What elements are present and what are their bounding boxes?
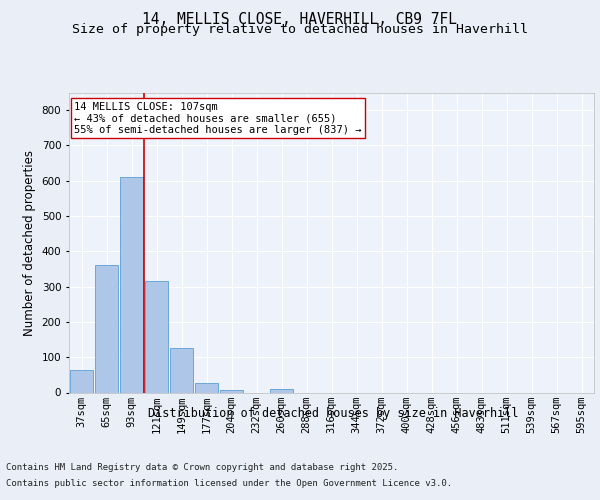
Text: 14 MELLIS CLOSE: 107sqm
← 43% of detached houses are smaller (655)
55% of semi-d: 14 MELLIS CLOSE: 107sqm ← 43% of detache…: [74, 102, 362, 134]
Bar: [120, 177, 143, 392]
Y-axis label: Number of detached properties: Number of detached properties: [23, 150, 36, 336]
Bar: [145, 282, 168, 393]
Bar: [270, 389, 293, 392]
Text: Distribution of detached houses by size in Haverhill: Distribution of detached houses by size …: [148, 408, 518, 420]
Bar: [220, 390, 243, 392]
Bar: [195, 382, 218, 392]
Bar: [170, 348, 193, 393]
Bar: [95, 266, 118, 392]
Text: Size of property relative to detached houses in Haverhill: Size of property relative to detached ho…: [72, 22, 528, 36]
Text: Contains public sector information licensed under the Open Government Licence v3: Contains public sector information licen…: [6, 478, 452, 488]
Bar: [70, 370, 93, 392]
Text: Contains HM Land Registry data © Crown copyright and database right 2025.: Contains HM Land Registry data © Crown c…: [6, 464, 398, 472]
Text: 14, MELLIS CLOSE, HAVERHILL, CB9 7FL: 14, MELLIS CLOSE, HAVERHILL, CB9 7FL: [143, 12, 458, 28]
